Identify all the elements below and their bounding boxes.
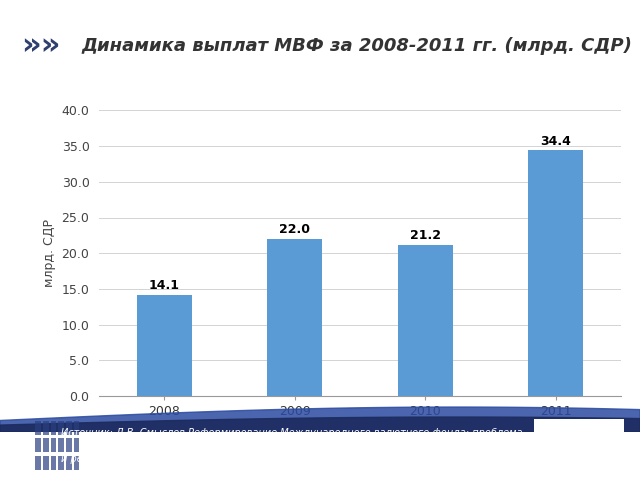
Text: »»: »» [21, 31, 61, 60]
Text: 22.0: 22.0 [279, 223, 310, 236]
FancyBboxPatch shape [35, 421, 41, 435]
FancyBboxPatch shape [66, 438, 72, 452]
Text: 34.4: 34.4 [540, 134, 571, 147]
Text: и решения. Финансы и управление// Деньги и кредит – 2012. – №2. – с.33-44: и решения. Финансы и управление// Деньги… [61, 454, 457, 464]
Text: 21.2: 21.2 [410, 229, 441, 242]
FancyBboxPatch shape [35, 438, 41, 452]
FancyBboxPatch shape [43, 456, 49, 469]
Bar [268, 239, 322, 396]
FancyBboxPatch shape [74, 456, 79, 469]
Bar [137, 295, 192, 396]
FancyBboxPatch shape [43, 421, 49, 435]
Text: 14.1: 14.1 [149, 279, 180, 292]
Text: 7: 7 [14, 432, 29, 452]
FancyBboxPatch shape [74, 438, 79, 452]
FancyBboxPatch shape [35, 456, 41, 469]
FancyBboxPatch shape [534, 419, 624, 472]
FancyBboxPatch shape [51, 438, 56, 452]
Bar [528, 150, 583, 396]
Bar [398, 245, 452, 396]
FancyBboxPatch shape [51, 421, 56, 435]
FancyBboxPatch shape [43, 438, 49, 452]
FancyBboxPatch shape [74, 421, 79, 435]
FancyBboxPatch shape [66, 421, 72, 435]
FancyBboxPatch shape [66, 456, 72, 469]
FancyBboxPatch shape [58, 421, 64, 435]
FancyBboxPatch shape [51, 456, 56, 469]
Text: Источник: Д.В. Смыслов Реформирование Международного валютного фонда: проблема: Источник: Д.В. Смыслов Реформирование Ме… [61, 428, 522, 438]
Text: Динамика выплат МВФ за 2008-2011 гг. (млрд. СДР): Динамика выплат МВФ за 2008-2011 гг. (мл… [82, 37, 632, 55]
Y-axis label: млрд. СДР: млрд. СДР [43, 219, 56, 287]
FancyBboxPatch shape [58, 456, 64, 469]
FancyBboxPatch shape [58, 438, 64, 452]
